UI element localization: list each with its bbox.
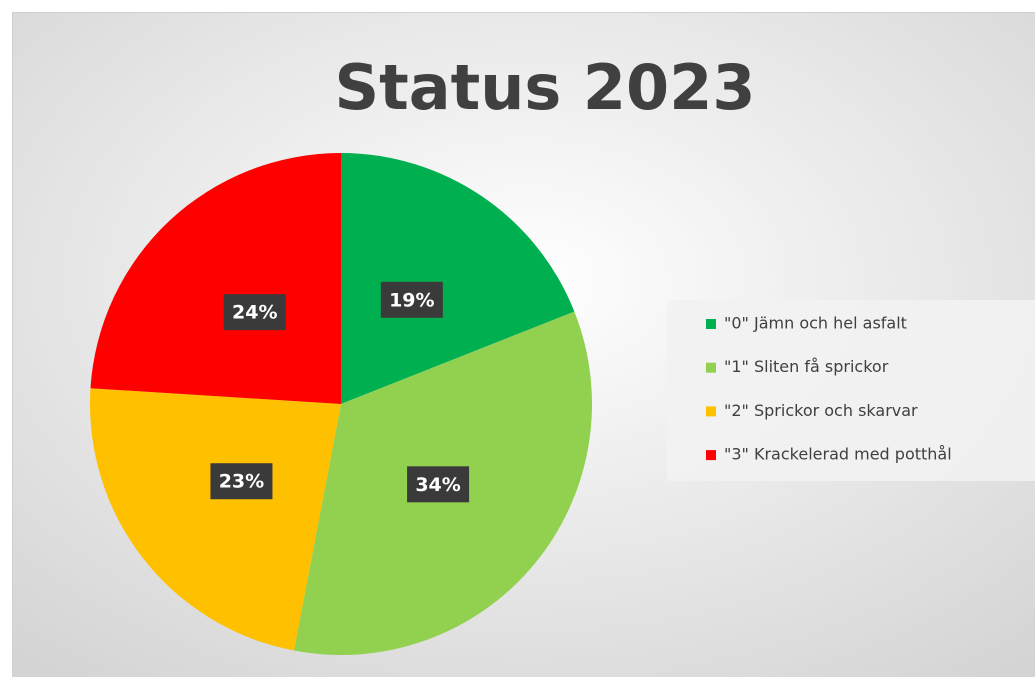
legend-swatch xyxy=(706,406,716,416)
legend-label: "0" Jämn och hel asfalt xyxy=(724,314,907,333)
legend-label: "1" Sliten få sprickor xyxy=(724,357,889,376)
legend-swatch xyxy=(706,319,716,329)
legend-swatch xyxy=(706,450,716,460)
data-label: 24% xyxy=(232,302,277,324)
data-label: 19% xyxy=(389,289,434,311)
legend-label: "2" Sprickor och skarvar xyxy=(724,401,918,420)
data-label: 23% xyxy=(219,471,264,493)
chart-title: Status 2023 xyxy=(335,51,756,124)
legend-swatch xyxy=(706,363,716,373)
data-label: 34% xyxy=(415,474,460,496)
legend-label: "3" Krackelerad med potthål xyxy=(724,445,952,464)
